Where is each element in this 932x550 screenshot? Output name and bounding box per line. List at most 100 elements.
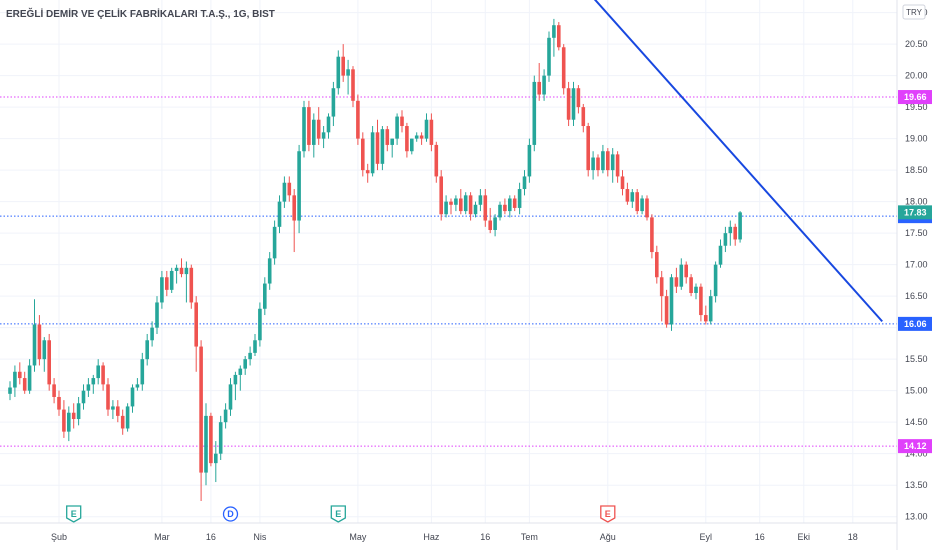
currency-box[interactable] [902, 4, 926, 20]
candle-body [204, 415, 208, 473]
trendline-layer[interactable] [578, 0, 883, 323]
candle-body [209, 415, 213, 464]
candle-body [179, 267, 184, 275]
candle-body [351, 69, 355, 101]
time-tick-label: Nis [253, 532, 266, 542]
candle-body [62, 409, 66, 432]
candle-body [120, 415, 125, 429]
candle-body [669, 277, 674, 325]
candle-body [101, 365, 105, 385]
candle-body [155, 302, 159, 328]
candle-body [449, 201, 453, 205]
candle-body [561, 47, 566, 89]
candle-body [596, 157, 600, 171]
candle-body [542, 75, 546, 95]
candle-body [42, 340, 47, 360]
candle-body [527, 144, 532, 177]
candle-body [517, 189, 522, 208]
candle-body [390, 138, 394, 145]
time-tick-label: Mar [154, 532, 170, 542]
candle-body [346, 69, 350, 76]
earnings-event-icon[interactable] [66, 505, 82, 523]
trendline[interactable] [578, 0, 883, 323]
candle-body [307, 107, 311, 145]
candle-body [414, 135, 419, 139]
price-tick-label: 16.50 [905, 291, 928, 301]
level-price-label: 19.66 [904, 92, 927, 102]
candle-body [282, 182, 287, 202]
time-tick-label: Ağu [600, 532, 616, 542]
candle-body [694, 286, 698, 294]
event-glyph: E [605, 509, 611, 519]
candle-body [32, 324, 37, 366]
time-tick-label: Tem [521, 532, 538, 542]
time-axis[interactable]: Şub Mar 16 Nis May Haz 16 Tem Ağu Eyl 16 Eki 18 [51, 532, 858, 542]
candle-body [361, 138, 365, 171]
candle-body [405, 126, 409, 152]
price-tick-label: 20.00 [905, 71, 928, 81]
time-tick-label: 16 [755, 532, 765, 542]
candle-body [576, 88, 581, 108]
candle-body [444, 201, 448, 215]
candle-body [277, 201, 282, 227]
time-tick-label: Şub [51, 532, 67, 542]
candle-body [380, 129, 385, 164]
candle-body [287, 182, 292, 196]
candle-body [512, 198, 517, 208]
candle-body [27, 365, 32, 391]
chart-title: EREĞLİ DEMİR VE ÇELİK FABRİKALARI T.A.Ş.… [6, 7, 275, 20]
candle-body [581, 107, 586, 127]
candle-body [424, 119, 429, 139]
price-tick-label: 14.00 [905, 449, 928, 459]
candle-body [522, 176, 527, 190]
candle-body [194, 302, 198, 347]
dividend-event-icon[interactable] [222, 506, 239, 522]
time-tick-label: 16 [480, 532, 490, 542]
price-tick-label: 20.50 [905, 39, 928, 49]
candle-body [292, 195, 296, 221]
candle-body [478, 195, 483, 205]
candle-body [674, 277, 679, 287]
candle-body [243, 359, 247, 369]
candle-body [238, 368, 243, 375]
grid [0, 0, 897, 523]
candle-body [76, 403, 81, 420]
candle-body [684, 264, 688, 278]
candle-body [341, 56, 345, 76]
level-price-badge [898, 90, 932, 105]
candle-body [22, 378, 27, 391]
price-tick-label: 15.00 [905, 386, 928, 396]
candle-body [630, 192, 635, 202]
candle-body [130, 387, 135, 407]
candle-body [463, 195, 468, 212]
candle-body [493, 217, 497, 230]
candle-body [52, 384, 56, 397]
currency-label: TRY [906, 8, 923, 17]
time-tick-label: 18 [848, 532, 858, 542]
candle-body [57, 396, 61, 410]
candle-body [189, 267, 194, 303]
candle-body [184, 267, 189, 275]
candle-body [370, 132, 375, 174]
candle-body [272, 226, 277, 259]
candle-body [86, 384, 91, 391]
earnings-event-icon[interactable] [600, 505, 616, 523]
candle-body [571, 88, 576, 120]
candle-body [615, 154, 620, 177]
candle-body [410, 138, 414, 152]
candle-body [400, 116, 404, 127]
candle-body [174, 267, 179, 271]
candle-body [547, 37, 551, 76]
earnings-event-icon[interactable] [330, 505, 346, 523]
candle-body [116, 406, 120, 416]
candle-body [81, 390, 86, 404]
candle-body [552, 25, 556, 38]
level-price-label: 16.06 [904, 319, 927, 329]
candle-body [586, 126, 590, 171]
candle-body [218, 422, 223, 454]
candle-body [738, 212, 742, 240]
candle-body [233, 374, 238, 385]
candle-body [591, 157, 595, 171]
candle-body [312, 119, 316, 145]
